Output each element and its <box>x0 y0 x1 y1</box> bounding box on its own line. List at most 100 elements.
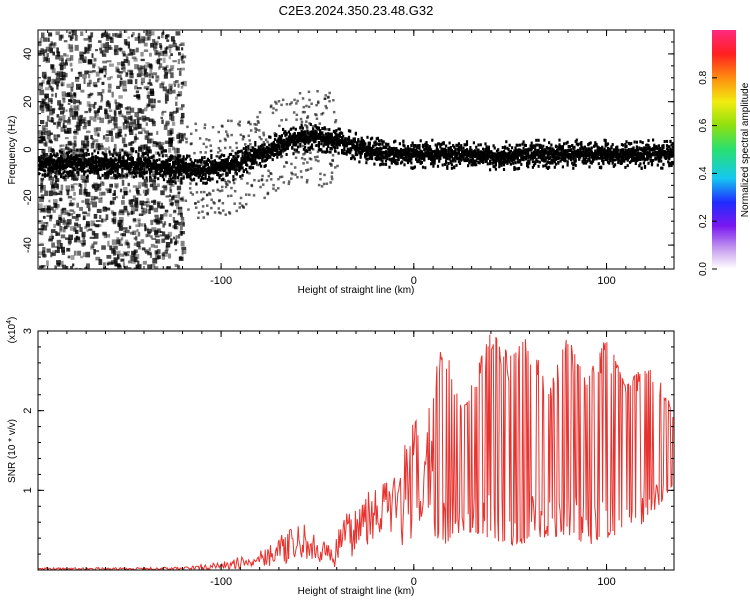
heatmap-cell <box>70 68 73 72</box>
heatmap-cell <box>137 164 140 168</box>
heatmap-cell <box>284 140 287 144</box>
heatmap-cell <box>315 113 318 117</box>
heatmap-cell <box>313 155 317 159</box>
heatmap-cell <box>83 78 86 84</box>
heatmap-cell <box>220 153 223 157</box>
heatmap-cell <box>334 166 337 169</box>
heatmap-cell <box>223 164 226 168</box>
heatmap-cell <box>47 208 51 214</box>
heatmap-cell <box>85 191 91 197</box>
heatmap-cell <box>39 242 44 246</box>
heatmap-cell <box>416 149 419 153</box>
heatmap-cell <box>530 141 533 145</box>
heatmap-cell <box>55 159 58 163</box>
heatmap-cell <box>352 155 355 159</box>
heatmap-cell <box>115 66 119 73</box>
heatmap-cell <box>70 173 73 177</box>
heatmap-cell <box>236 155 240 159</box>
heatmap-cell <box>128 151 133 156</box>
heatmap-cell <box>265 156 268 160</box>
heatmap-cell <box>73 110 78 117</box>
heatmap-cell <box>347 148 351 152</box>
heatmap-cell <box>273 146 277 150</box>
heatmap-cell <box>145 117 150 121</box>
heatmap-cell <box>194 173 197 177</box>
heatmap-cell <box>180 231 185 235</box>
heatmap-cell <box>72 159 75 163</box>
heatmap-cell <box>45 121 48 128</box>
heatmap-cell <box>84 198 90 205</box>
heatmap-cell <box>338 135 341 139</box>
heatmap-cell <box>346 147 349 151</box>
heatmap-cell <box>243 160 246 164</box>
heatmap-cell <box>76 223 81 228</box>
heatmap-cell <box>117 222 121 227</box>
heatmap-cell <box>395 147 398 150</box>
heatmap-cell <box>114 50 119 56</box>
heatmap-cell <box>272 183 275 187</box>
heatmap-cell <box>117 219 123 226</box>
heatmap-cell <box>142 153 145 157</box>
heatmap-cell <box>341 131 344 135</box>
heatmap-cell <box>118 129 123 134</box>
heatmap-cell <box>106 207 111 211</box>
heatmap-cell <box>184 157 188 161</box>
heatmap-cell <box>126 250 131 254</box>
heatmap-cell <box>70 94 74 99</box>
heatmap-cell <box>58 157 61 160</box>
heatmap-cell <box>155 171 159 175</box>
heatmap-cell <box>204 181 207 185</box>
heatmap-cell <box>129 129 134 135</box>
heatmap-cell <box>138 108 141 113</box>
heatmap-cell <box>39 37 43 43</box>
heatmap-cell <box>200 198 204 202</box>
heatmap-cell <box>324 104 327 108</box>
heatmap-cell <box>472 141 475 145</box>
heatmap-cell <box>534 162 537 165</box>
heatmap-cell <box>114 164 117 168</box>
heatmap-cell <box>160 116 163 119</box>
heatmap-cell <box>172 169 175 173</box>
heatmap-cell <box>519 159 522 162</box>
heatmap-cell <box>343 145 346 149</box>
heatmap-cell <box>285 132 288 136</box>
heatmap-cell <box>291 138 294 142</box>
heatmap-cell <box>292 133 295 136</box>
heatmap-cell <box>249 165 252 169</box>
heatmap-cell <box>440 153 443 157</box>
heatmap-cell <box>224 159 227 163</box>
heatmap-cell <box>50 64 55 68</box>
heatmap-cell <box>228 211 231 214</box>
heatmap-cell <box>164 35 168 40</box>
heatmap-cell <box>119 148 122 153</box>
heatmap-cell <box>201 210 204 213</box>
heatmap-cell <box>77 161 80 164</box>
heatmap-cell <box>94 165 97 169</box>
heatmap-cell <box>235 168 238 172</box>
heatmap-cell <box>56 71 59 77</box>
heatmap-cell <box>285 153 288 156</box>
heatmap-cell <box>306 168 310 171</box>
heatmap-cell <box>123 58 129 64</box>
heatmap-cell <box>124 120 130 124</box>
heatmap-cell <box>49 140 53 144</box>
heatmap-cell <box>217 146 221 150</box>
heatmap-cell <box>83 161 86 165</box>
heatmap-cell <box>379 146 382 150</box>
heatmap-cell <box>389 148 392 152</box>
heatmap-cell <box>457 160 460 164</box>
heatmap-cell <box>146 234 151 237</box>
heatmap-cell <box>154 235 160 238</box>
heatmap-cell <box>188 162 191 166</box>
heatmap-cell <box>115 32 119 38</box>
heatmap-cell <box>143 203 147 206</box>
heatmap-cell <box>379 153 382 157</box>
heatmap-cell <box>249 129 253 132</box>
heatmap-cell <box>309 134 312 137</box>
heatmap-cell <box>292 139 295 143</box>
heatmap-cell <box>101 89 105 94</box>
heatmap-cell <box>305 140 308 144</box>
heatmap-cell <box>47 97 53 103</box>
heatmap-cell <box>186 125 189 129</box>
heatmap-cell <box>83 164 86 168</box>
